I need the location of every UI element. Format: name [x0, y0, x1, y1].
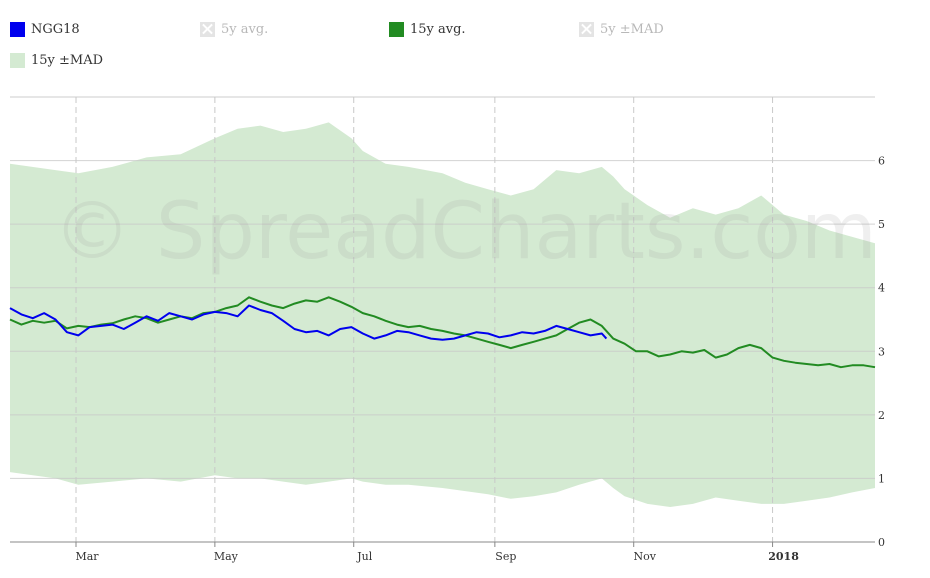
legend-swatch-15y-mad: [10, 53, 25, 68]
legend-label-15y-avg: 15y avg.: [410, 22, 466, 37]
legend-label-5y-mad: 5y ±MAD: [600, 22, 664, 37]
y-tick-label: 5: [878, 218, 885, 231]
watermark: © SpreadCharts.com: [53, 187, 877, 277]
y-tick-label: 3: [878, 345, 885, 358]
line-layer: [9, 296, 876, 369]
legend-item-5y-mad[interactable]: 5y ±MAD: [579, 22, 664, 37]
legend-swatch-ngg18: [10, 22, 25, 37]
legend-swatch-disabled-icon: [200, 22, 215, 37]
x-tick-label: Sep: [495, 550, 516, 563]
series-line-ngg18: [9, 304, 608, 341]
y-tick-label: 6: [878, 155, 885, 168]
y-tick-label: 1: [878, 472, 885, 485]
x-tick-label: Nov: [633, 550, 656, 563]
band-layer: [10, 122, 875, 508]
series-line-15y-avg: [9, 296, 876, 369]
legend-swatch-15y-avg: [389, 22, 404, 37]
legend-item-5y-avg[interactable]: 5y avg.: [200, 22, 268, 37]
legend-label-5y-avg: 5y avg.: [221, 22, 269, 37]
y-tick-label: 2: [878, 409, 885, 422]
x-tick-label: Jul: [356, 550, 372, 563]
legend-label-15y-mad: 15y ±MAD: [31, 53, 104, 68]
mad-band-15y: [10, 122, 875, 508]
x-tick-label: May: [214, 550, 239, 563]
x-tick-label: Mar: [75, 550, 99, 563]
legend-label-ngg18: NGG18: [31, 22, 80, 37]
grid-layer: [10, 96, 875, 542]
legend-swatch-disabled-icon: [579, 22, 594, 37]
y-tick-label: 0: [878, 536, 885, 549]
chart-legend: NGG18 5y avg. 15y avg. 5y ±MAD 15y ±MAD: [0, 0, 930, 90]
axis-layer: 0 1 2 3 4 5 6 Mar May Jul Sep Nov 2018: [10, 155, 885, 563]
x-tick-label: 2018: [768, 550, 799, 563]
y-tick-label: 4: [878, 282, 885, 295]
legend-item-ngg18[interactable]: NGG18: [10, 22, 80, 37]
legend-item-15y-mad[interactable]: 15y ±MAD: [10, 53, 103, 68]
legend-item-15y-avg[interactable]: 15y avg.: [389, 22, 466, 37]
